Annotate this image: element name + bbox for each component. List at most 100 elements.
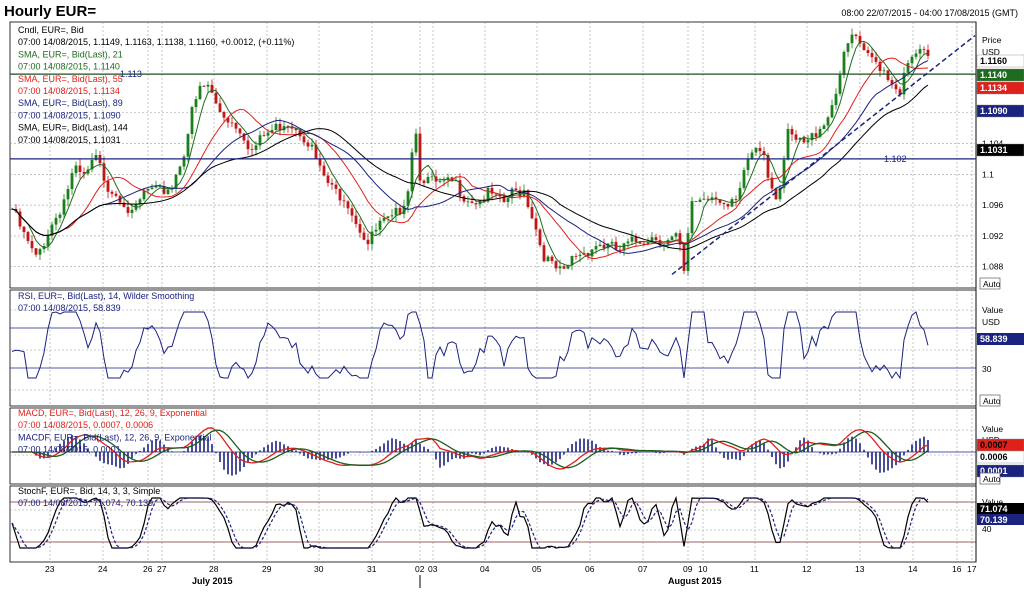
candle-body: [854, 34, 858, 37]
legend-entry: 07:00 14/08/2015, 1.1134: [18, 86, 120, 96]
candle-body: [806, 140, 810, 143]
candle-body: [238, 128, 242, 134]
legend-entry: 07:00 14/08/2015, 1.1140: [18, 62, 120, 72]
candle-body: [834, 93, 838, 106]
candle-body: [802, 137, 806, 143]
stoch-axis-title: Value: [982, 497, 1003, 507]
candle-body: [654, 237, 658, 241]
candle-body: [458, 180, 462, 197]
candle-body: [394, 207, 398, 216]
candle-body: [278, 123, 282, 131]
legend-entry: 07:00 14/08/2015, 0.0001: [18, 445, 121, 455]
candle-body: [318, 158, 322, 166]
candle-body: [822, 125, 826, 130]
candle-body: [674, 233, 678, 237]
auto-label-price: Auto: [983, 279, 1001, 289]
candle-body: [362, 232, 366, 240]
candle-body: [886, 70, 890, 81]
candle-body: [898, 89, 902, 95]
candle-body: [546, 256, 550, 262]
candle-body: [366, 239, 370, 245]
candle-body: [122, 202, 126, 208]
auto-button-rsi[interactable]: [979, 394, 1001, 407]
candle-body: [646, 242, 650, 245]
candle-body: [18, 211, 22, 227]
candle-body: [794, 134, 798, 140]
x-tick: 28: [209, 564, 219, 574]
candle-body: [558, 266, 562, 269]
stoch-value-label: 71.074: [980, 504, 1008, 514]
rsi-axis-title: Value: [982, 305, 1003, 315]
candle-body: [586, 252, 590, 257]
candle-body: [142, 190, 146, 200]
candle-body: [490, 187, 494, 194]
candle-body: [150, 187, 154, 189]
sma55-line: [11, 57, 929, 260]
candle-body: [38, 249, 42, 255]
candle-body: [610, 241, 614, 244]
candle-body: [186, 133, 190, 157]
candle-body: [918, 49, 922, 54]
rsi-legend: RSI, EUR=, Bid(Last), 14, Wilder Smoothi…: [18, 291, 194, 313]
candle-body: [214, 92, 218, 104]
candle-body: [378, 220, 382, 230]
candle-body: [130, 209, 134, 213]
candle-body: [46, 235, 50, 247]
candle-body: [522, 190, 526, 197]
price-tick: 1.088: [982, 262, 1004, 272]
auto-button-macd[interactable]: [979, 472, 1001, 485]
candle-body: [738, 187, 742, 200]
legend-entry: SMA, EUR=, Bid(Last), 21: [18, 49, 123, 59]
candle-body: [890, 80, 894, 85]
candle-body: [830, 105, 834, 118]
price-value-labels: 1.1160 1.1140 1.1134 1.1090 1.1031: [976, 54, 1024, 157]
candle-body: [694, 201, 698, 202]
candle-body: [602, 244, 606, 249]
candle-body: [390, 215, 394, 217]
price-tick: 1.104: [982, 138, 1004, 148]
candle-body: [858, 36, 862, 44]
month-label: July 2015: [192, 576, 233, 586]
x-tick: 26: [143, 564, 153, 574]
candle-body: [406, 191, 410, 206]
candle-body: [338, 188, 342, 201]
macd-series: [10, 427, 976, 476]
macd-line: [12, 427, 929, 470]
candle-body: [414, 133, 418, 153]
x-tick: 30: [314, 564, 324, 574]
macd-signal-line: [12, 429, 929, 469]
candle-body: [750, 152, 754, 159]
price-value-label: 1.1031: [980, 145, 1008, 155]
candle-body: [262, 135, 266, 137]
candle-body: [810, 133, 814, 141]
price-tick: 1.092: [982, 231, 1004, 241]
candle-body: [114, 193, 118, 196]
candle-body: [370, 231, 374, 245]
price-value-badge: [976, 54, 1024, 68]
candle-body: [722, 202, 726, 204]
rsi-series: [10, 311, 976, 380]
price-value-label: 1.1140: [980, 70, 1007, 80]
candle-body: [110, 191, 114, 194]
candle-body: [486, 187, 490, 202]
price-legend: Cndl, EUR=, Bid 07:00 14/08/2015, 1.1149,…: [18, 25, 294, 145]
price-value-badge: [976, 104, 1024, 118]
x-tick: 31: [367, 564, 377, 574]
candle-body: [82, 172, 86, 174]
rsi-panel: [9, 289, 977, 407]
vertical-gridlines: [49, 22, 973, 562]
candle-body: [778, 188, 782, 200]
candle-body: [314, 144, 318, 159]
horizontal-gridlines: [10, 112, 976, 531]
auto-button-price[interactable]: [979, 277, 1001, 290]
x-tick: 10: [698, 564, 708, 574]
level-label: 1.113: [120, 69, 142, 79]
candle-body: [754, 147, 758, 153]
price-panel: [9, 21, 977, 289]
price-value-badge: [976, 143, 1024, 157]
candle-body: [410, 152, 414, 192]
candle-body: [718, 199, 722, 203]
level-label: 1.102: [884, 154, 907, 164]
x-tick: 03: [428, 564, 438, 574]
